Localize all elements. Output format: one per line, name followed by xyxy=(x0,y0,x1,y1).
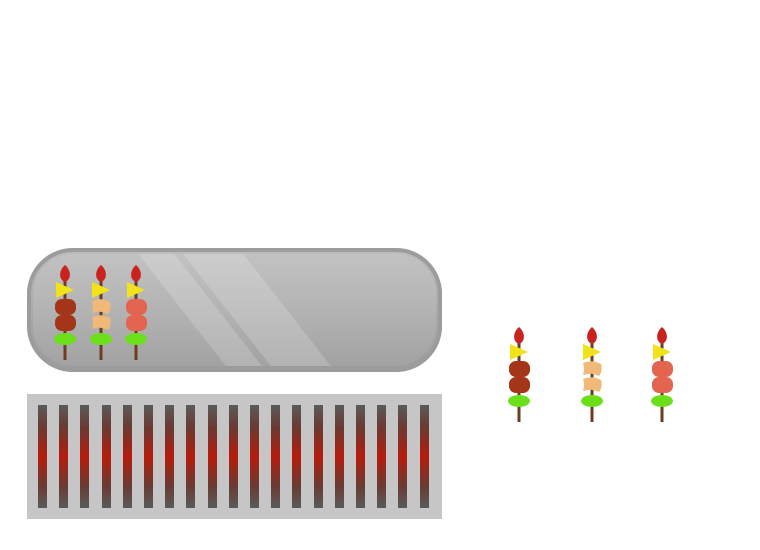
grill-bar xyxy=(398,405,408,508)
meat-piece xyxy=(126,299,147,315)
onion-piece xyxy=(651,395,673,407)
grill-bar xyxy=(228,405,238,508)
onion-piece xyxy=(581,395,603,407)
kebab-skewer[interactable] xyxy=(50,260,80,360)
grill-bar xyxy=(165,405,175,508)
grill[interactable] xyxy=(27,394,442,519)
tomato-piece xyxy=(657,327,667,344)
onion-piece xyxy=(508,395,530,407)
meat-piece xyxy=(652,377,673,393)
pepper-piece xyxy=(510,344,528,360)
pepper-piece xyxy=(127,282,145,298)
grill-bar xyxy=(419,405,429,508)
grill-bar xyxy=(38,405,47,508)
grill-bar xyxy=(377,405,387,508)
grill-bar xyxy=(250,405,259,508)
meat-piece xyxy=(509,361,530,377)
grill-bar xyxy=(186,405,196,508)
meat-piece xyxy=(509,377,530,393)
grill-bar xyxy=(334,405,344,508)
onion-piece xyxy=(90,333,112,345)
meat-piece xyxy=(652,361,673,377)
meat-piece xyxy=(126,315,147,331)
pepper-piece xyxy=(583,344,601,360)
grill-bar xyxy=(122,405,132,508)
kebab-skewer[interactable] xyxy=(121,260,151,360)
onion-piece xyxy=(54,333,76,345)
grill-bar xyxy=(59,405,69,508)
tomato-piece xyxy=(60,265,70,282)
tomato-piece xyxy=(514,327,524,344)
tomato-piece xyxy=(587,327,597,344)
meat-piece xyxy=(55,315,76,331)
kebab-skewer[interactable] xyxy=(577,322,607,422)
grill-bar xyxy=(292,405,302,508)
kebab-skewer[interactable] xyxy=(504,322,534,422)
pepper-piece xyxy=(653,344,671,360)
skewer-stick xyxy=(99,268,103,360)
grill-bar xyxy=(207,405,217,508)
tomato-piece xyxy=(96,265,106,282)
onion-piece xyxy=(125,333,147,345)
tomato-piece xyxy=(131,265,141,282)
skewer-stick xyxy=(590,330,594,422)
grill-bar xyxy=(144,405,153,508)
meat-piece xyxy=(55,299,76,315)
grill-bar xyxy=(80,405,90,508)
grill-bar xyxy=(356,405,365,508)
grill-bar xyxy=(271,405,281,508)
kebab-skewer[interactable] xyxy=(86,260,116,360)
chicken-piece xyxy=(92,315,111,330)
pepper-piece xyxy=(56,282,74,298)
kebab-skewer[interactable] xyxy=(647,322,677,422)
pepper-piece xyxy=(92,282,110,298)
chicken-piece xyxy=(92,299,111,314)
grill-bar xyxy=(313,405,323,508)
chicken-piece xyxy=(583,361,602,376)
grill-bar xyxy=(101,405,111,508)
chicken-piece xyxy=(583,377,602,392)
